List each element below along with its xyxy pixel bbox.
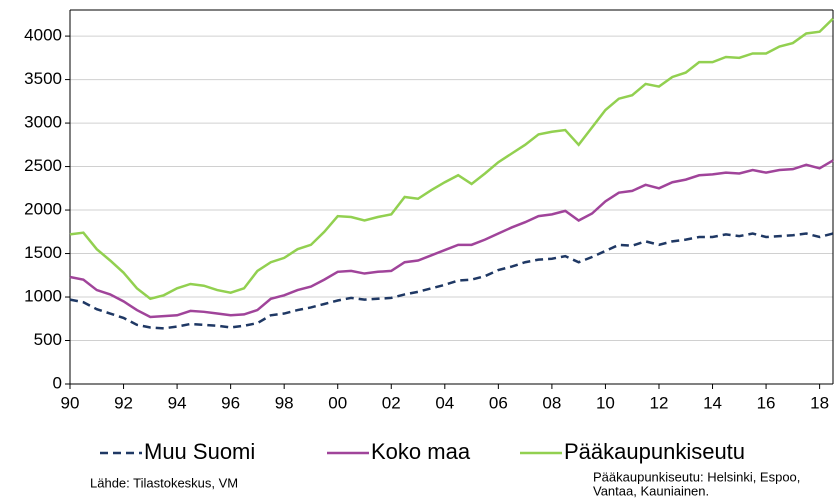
x-tick-label: 06 [489, 393, 508, 412]
y-tick-label: 0 [53, 373, 62, 392]
legend-label: Muu Suomi [144, 439, 255, 464]
legend-label: Pääkaupunkiseutu [564, 439, 745, 464]
y-tick-label: 4000 [24, 26, 62, 45]
x-tick-label: 08 [542, 393, 561, 412]
x-tick-label: 12 [650, 393, 669, 412]
x-tick-label: 90 [61, 393, 80, 412]
y-tick-label: 2000 [24, 200, 62, 219]
note: Vantaa, Kauniainen. [593, 483, 709, 498]
x-tick-label: 02 [382, 393, 401, 412]
x-tick-label: 96 [221, 393, 240, 412]
y-tick-label: 2500 [24, 156, 62, 175]
y-tick-label: 500 [34, 330, 62, 349]
source: Lähde: Tilastokeskus, VM [90, 475, 238, 490]
line-series [69, 159, 834, 319]
x-tick-label: 00 [328, 393, 347, 412]
line-series [69, 232, 834, 330]
x-tick-label: 10 [596, 393, 615, 412]
line-series [69, 17, 834, 301]
x-tick-label: 94 [168, 393, 187, 412]
legend-label: Koko maa [371, 439, 471, 464]
y-tick-label: 1000 [24, 287, 62, 306]
x-tick-label: 14 [703, 393, 722, 412]
y-tick-label: 3500 [24, 69, 62, 88]
x-tick-label: 04 [435, 393, 454, 412]
x-tick-label: 18 [810, 393, 829, 412]
x-tick-label: 98 [275, 393, 294, 412]
y-tick-label: 3000 [24, 113, 62, 132]
x-tick-label: 16 [757, 393, 776, 412]
note: Pääkaupunkiseutu: Helsinki, Espoo, [593, 469, 800, 484]
y-tick-label: 1500 [24, 243, 62, 262]
x-tick-label: 92 [114, 393, 133, 412]
